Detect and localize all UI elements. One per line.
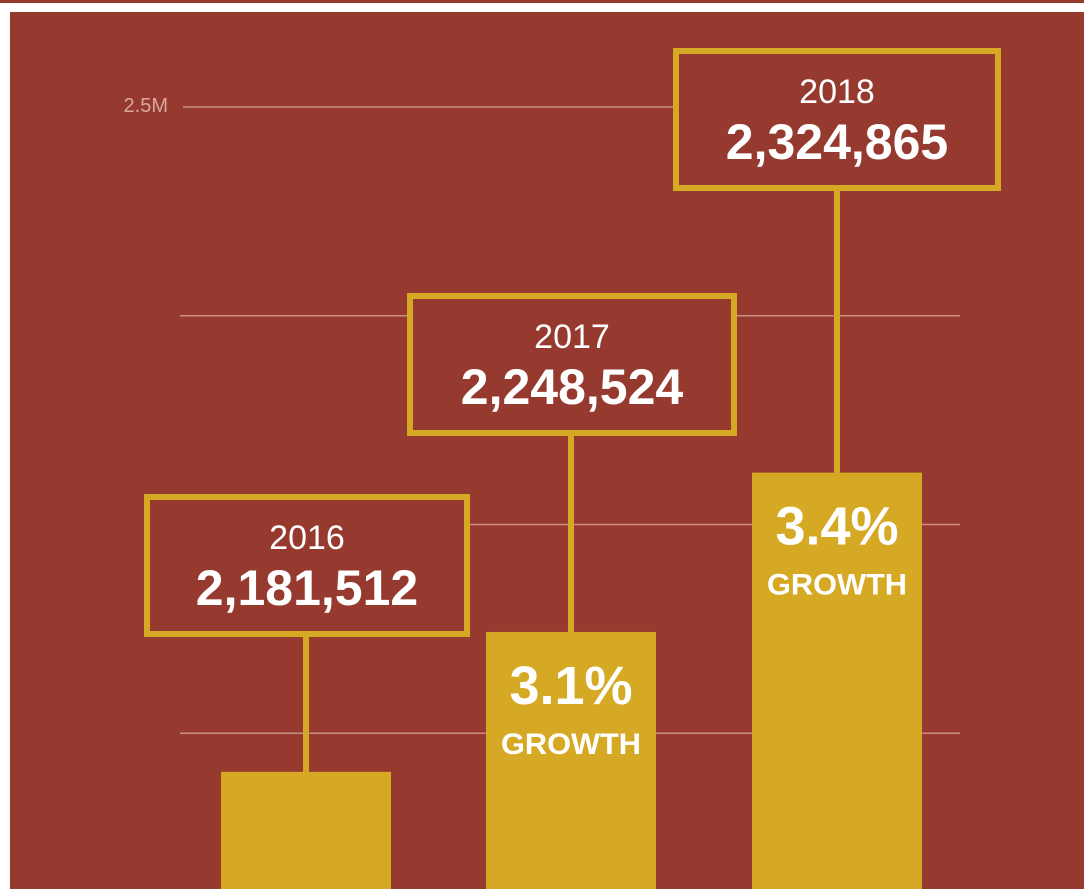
callout-year: 2017	[534, 318, 610, 356]
callout-year: 2016	[269, 519, 345, 557]
top-strip	[0, 0, 1084, 3]
growth-percent: 3.1%	[509, 656, 632, 716]
bar-2016	[221, 771, 391, 889]
callout-year: 2018	[799, 73, 875, 111]
callout-box	[144, 494, 470, 637]
bar-2017	[486, 631, 656, 889]
growth-label: GROWTH	[767, 569, 907, 602]
growth-label: GROWTH	[501, 728, 641, 761]
callout-box	[673, 48, 1001, 191]
callout-value: 2,181,512	[196, 560, 418, 616]
bar-2018	[752, 472, 922, 889]
callout-box	[407, 293, 737, 436]
growth-percent: 3.4%	[775, 497, 898, 557]
y-tick-label: 2.5M	[124, 95, 168, 117]
callout-value: 2,324,865	[726, 114, 948, 170]
callout-value: 2,248,524	[461, 359, 684, 415]
